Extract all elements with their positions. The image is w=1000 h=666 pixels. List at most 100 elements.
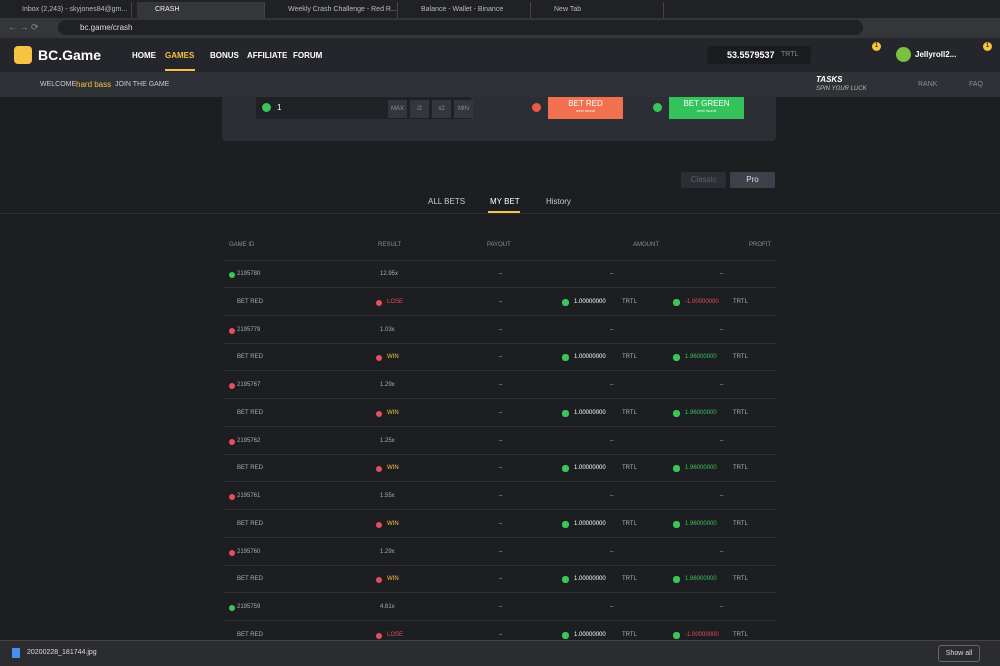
bet-type: BET RED [237,465,263,471]
row-line [224,370,776,371]
coin [562,465,569,472]
amount-button[interactable]: MAX [388,100,407,118]
game-id[interactable]: 2195761 [237,493,261,499]
tasks[interactable]: TASKS [816,75,843,84]
result: 1.55x [380,493,395,499]
unit: TRTL [733,465,748,471]
empty: – [610,493,614,499]
empty: – [720,604,724,610]
nav-item[interactable]: GAMES [165,51,195,60]
column-header: AMOUNT [633,242,659,248]
amount-button[interactable]: MIN [454,100,473,118]
result: 1.29x [380,382,395,388]
result-dot [229,494,235,500]
coin [673,354,680,361]
tasks-sub: SPIN YOUR LUCK [816,86,867,92]
empty: – [499,326,503,333]
green-dot [653,103,662,112]
status: WIN [387,409,399,416]
logo-icon [14,46,32,64]
game-id[interactable]: 2195760 [237,548,261,555]
status-dot [376,577,382,583]
unit: TRTL [622,354,637,360]
bet-panel: 1 BET RED next round BET GREEN next round … [222,97,776,141]
avatar[interactable] [896,47,911,62]
mode-pro[interactable]: Pro [730,172,775,188]
browser-tab[interactable]: Balance - Wallet - Binance [403,2,531,18]
nav-item[interactable]: AFFILIATE [247,51,288,60]
divider [0,213,1000,214]
coin [673,409,680,417]
coin [673,465,680,472]
status-dot [376,355,382,361]
username[interactable]: Jellyroll2... [915,50,957,59]
coin [562,409,569,417]
column-header: PROFIT [749,242,771,248]
empty: – [499,493,503,499]
amount-button[interactable]: /2 [410,100,429,118]
nav-item[interactable]: HOME [132,51,156,60]
show-all[interactable]: Show all [938,645,980,662]
red-dot [532,103,541,112]
browser-tab[interactable]: New Tab [536,2,664,18]
amount: 1.00000000 [574,409,606,416]
status: LOSE [387,298,404,305]
game-id[interactable]: 2195762 [237,437,261,444]
balance-box[interactable]: 53.5579537 TRTL [707,46,811,64]
empty: – [610,326,614,333]
bet-green[interactable]: BET GREEN next round [669,97,744,119]
browser-tab[interactable]: Inbox (2,243) - skyjones84@gm... [4,2,132,18]
mode-classic[interactable]: Classic [681,172,726,188]
welcome: WELCOME [40,81,77,88]
row-line [224,425,776,427]
row-line [224,481,776,482]
game-id[interactable]: 2195779 [237,326,261,333]
amount: 1.00000000 [574,298,606,305]
bet-red[interactable]: BET RED next round [548,97,623,119]
bets-tab[interactable]: MY BET [490,197,520,206]
empty: – [720,437,724,444]
nav-item[interactable]: FORUM [293,51,323,60]
game-id[interactable]: 2195767 [237,382,261,388]
logo[interactable]: BC.Game [38,47,102,63]
nav-arrows[interactable]: ← → ⟳ [8,22,39,32]
result: 1.29x [380,548,395,555]
currency: TRTL [781,51,799,58]
profit: -1.00000000 [685,298,719,305]
game-id[interactable]: 2195780 [237,271,261,277]
payout: – [499,465,503,471]
bets-tab[interactable]: History [546,197,571,206]
sub: next round [576,108,595,113]
row-line [224,620,776,621]
row-line [224,342,776,344]
empty: – [499,382,503,388]
url[interactable]: bc.game/crash [58,20,863,35]
file-name[interactable]: 20200228_181744.jpg [27,649,97,656]
result: 4.61x [380,604,395,610]
rank[interactable]: RANK [918,81,938,88]
unit: TRTL [733,576,748,582]
join: JOIN THE GAME [115,81,170,88]
username: hard bass [76,80,112,89]
coin [673,520,680,528]
row-line [224,564,776,566]
nav-item[interactable]: BONUS [210,51,239,60]
coin [562,576,569,583]
badge: 1 [872,42,881,51]
result: 1.03x [380,326,395,333]
amount-button[interactable]: x2 [432,100,451,118]
payout: – [499,576,503,582]
profit: 1.96000000 [685,576,717,582]
browser-tab[interactable]: Weekly Crash Challenge - Red R... [270,2,398,18]
result-dot [229,327,235,334]
browser-tab[interactable]: CRASH [137,2,265,18]
balance: 53.5579537 [727,50,775,60]
column-header: GAME ID [229,242,255,248]
result-dot [229,438,235,445]
faq[interactable]: FAQ [969,81,984,88]
result-dot [229,605,235,611]
status-dot [376,632,382,639]
bets-tab[interactable]: ALL BETS [428,197,466,206]
game-id[interactable]: 2195759 [237,604,261,610]
